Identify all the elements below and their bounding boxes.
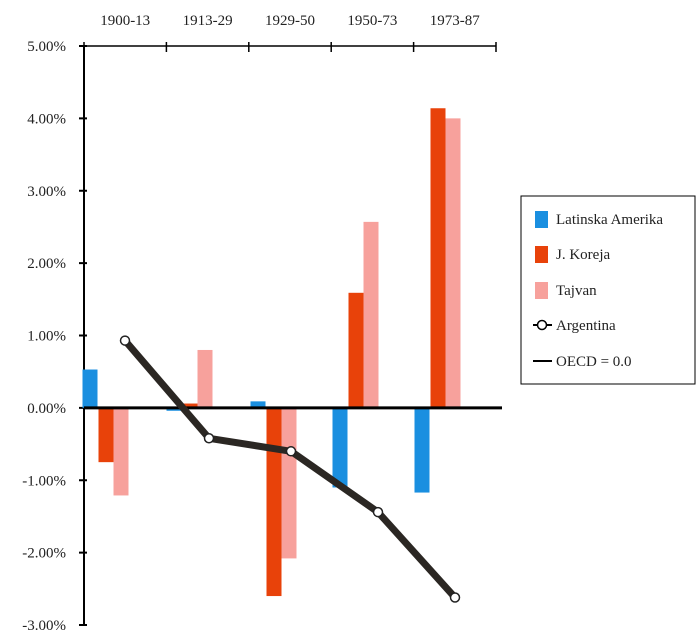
argentina-point bbox=[372, 506, 384, 518]
argentina-point bbox=[119, 335, 131, 346]
bar-tajvan-1973-87 bbox=[445, 118, 461, 408]
bar-j-koreja-1913-29 bbox=[182, 403, 198, 408]
bar-tajvan-1950-73 bbox=[363, 221, 379, 408]
x-axis-top: 1900-13 1913-29 1929-50 1950-73 1973-87 bbox=[83, 13, 497, 52]
legend-label: OECD = 0.0 bbox=[556, 354, 632, 370]
y-tick-label: 3.00% bbox=[27, 184, 66, 200]
bar-tajvan-1929-50 bbox=[281, 407, 297, 559]
bar-j-koreja-1973-87 bbox=[430, 108, 446, 408]
y-tick-label: 2.00% bbox=[27, 256, 66, 272]
legend-swatch bbox=[535, 246, 548, 263]
bar-j-koreja-1950-73 bbox=[348, 292, 364, 408]
legend-label: J. Koreja bbox=[556, 247, 610, 263]
bar-tajvan-1900-13 bbox=[113, 407, 129, 496]
x-category-label: 1913-29 bbox=[183, 13, 233, 29]
argentina-point bbox=[203, 433, 215, 444]
bar-latinska-amerika-1929-50 bbox=[250, 401, 266, 408]
x-category-label: 1929-50 bbox=[265, 13, 315, 29]
legend-label: Tajvan bbox=[556, 283, 597, 299]
legend-label: Latinska Amerika bbox=[556, 212, 663, 228]
y-tick-label: 0.00% bbox=[27, 401, 66, 417]
argentina-point bbox=[449, 592, 461, 603]
y-tick-label: 4.00% bbox=[27, 111, 66, 127]
legend-label: Argentina bbox=[556, 318, 616, 334]
bar-latinska-amerika-1973-87 bbox=[414, 407, 430, 493]
bar-latinska-amerika-1900-13 bbox=[82, 369, 98, 408]
argentina-line-series bbox=[119, 335, 461, 603]
bar-j-koreja-1900-13 bbox=[98, 407, 114, 463]
x-category-label: 1900-13 bbox=[100, 13, 150, 29]
y-tick-label: 5.00% bbox=[27, 39, 66, 55]
y-axis: 5.00% 4.00% 3.00% 2.00% 1.00% 0.00% -1.00% -2.0… bbox=[22, 39, 87, 633]
legend-marker-swatch bbox=[536, 319, 548, 331]
bar-latinska-amerika-1950-73 bbox=[332, 407, 348, 488]
argentina-point bbox=[285, 446, 297, 457]
bar-tajvan-1913-29 bbox=[197, 349, 213, 408]
y-tick-label: -1.00% bbox=[22, 473, 66, 489]
bars bbox=[82, 108, 461, 597]
x-category-label: 1950-73 bbox=[347, 13, 397, 29]
legend-box bbox=[520, 195, 696, 385]
legend-swatch bbox=[535, 211, 548, 228]
y-tick-label: -2.00% bbox=[22, 546, 66, 562]
bar-j-koreja-1929-50 bbox=[266, 407, 282, 597]
legend: Latinska Amerika J. Koreja Tajvan Argentina… bbox=[520, 195, 696, 385]
legend-swatch bbox=[535, 282, 548, 299]
x-category-label: 1973-87 bbox=[430, 13, 480, 29]
y-tick-label: -3.00% bbox=[22, 618, 66, 633]
y-tick-label: 1.00% bbox=[27, 329, 66, 345]
